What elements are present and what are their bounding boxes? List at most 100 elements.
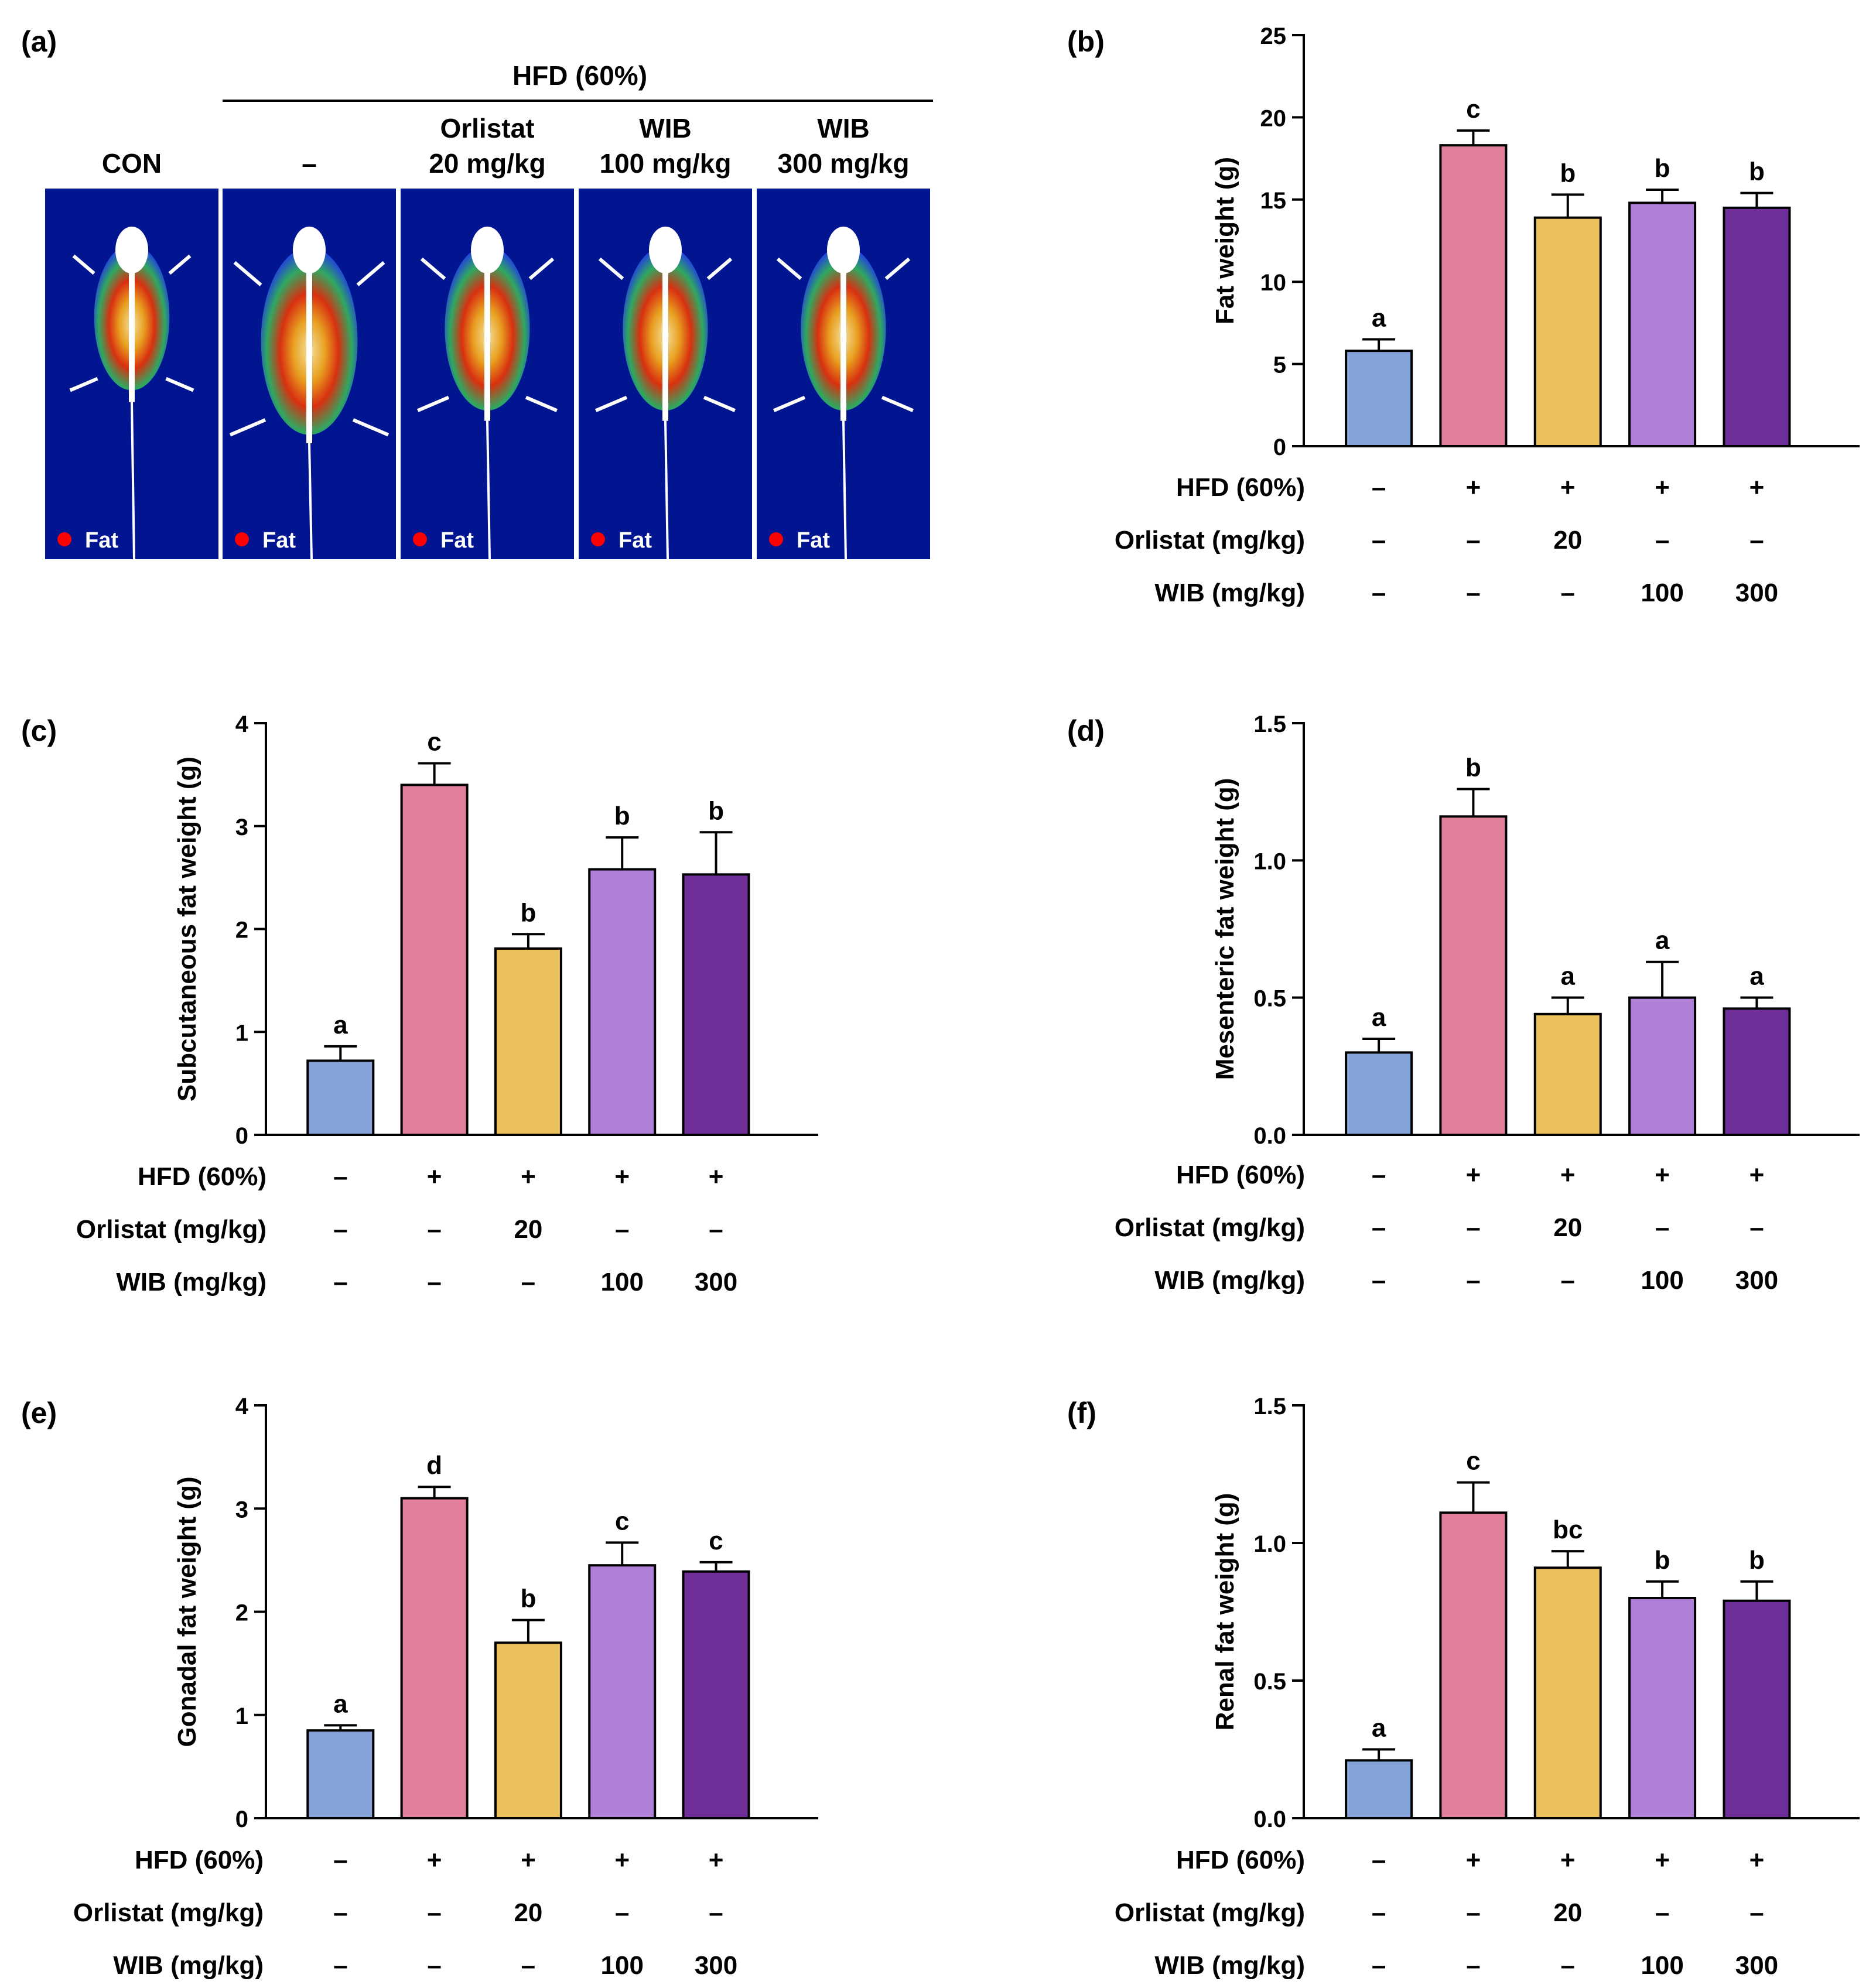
y-tick-label: 4 xyxy=(235,1394,249,1419)
y-tick-label: 10 xyxy=(1260,270,1287,296)
mouse-forelimb xyxy=(420,257,446,280)
significance-letter: c xyxy=(709,1527,723,1555)
mouse-hindlimb xyxy=(595,395,628,412)
treatment-cell: + xyxy=(1749,1161,1765,1189)
bar xyxy=(1439,1511,1508,1820)
bar xyxy=(1723,206,1791,447)
panel-letter: (e) xyxy=(21,1397,57,1429)
scan-label: Orlistat xyxy=(440,113,534,143)
treatment-row-label: Orlistat (mg/kg) xyxy=(1115,1213,1305,1242)
treatment-cell: – xyxy=(1655,526,1669,555)
treatment-cell: – xyxy=(615,1215,629,1244)
treatment-cell: – xyxy=(1466,1951,1480,1980)
treatment-cell: – xyxy=(1466,1213,1480,1242)
mouse-head xyxy=(293,227,326,273)
significance-letter: c xyxy=(615,1507,629,1535)
treatment-cell: – xyxy=(333,1846,347,1874)
y-tick-label: 1.0 xyxy=(1253,848,1286,874)
treatment-cell: + xyxy=(709,1162,724,1191)
mouse-hindlimb xyxy=(165,377,194,392)
y-tick-label: 0 xyxy=(235,1123,248,1149)
bar xyxy=(682,873,750,1137)
bar xyxy=(1533,216,1602,447)
treatment-cell: + xyxy=(427,1846,442,1874)
significance-letter: a xyxy=(333,1689,348,1718)
y-tick-label: 5 xyxy=(1273,353,1286,378)
panel-letter: (d) xyxy=(1067,714,1105,747)
treatment-cell: + xyxy=(1560,1161,1576,1189)
treatment-row-label: WIB (mg/kg) xyxy=(1154,1951,1305,1980)
y-tick-label: 0.5 xyxy=(1253,986,1286,1012)
treatment-cell: – xyxy=(521,1951,535,1980)
significance-letter: b xyxy=(1655,1546,1670,1575)
treatment-cell: – xyxy=(1561,579,1575,607)
significance-letter: d xyxy=(426,1451,442,1480)
mouse-hindlimb xyxy=(525,395,558,412)
treatment-row-label: WIB (mg/kg) xyxy=(1154,579,1305,607)
fat-legend-dot xyxy=(57,532,71,546)
mouse-hindlimb xyxy=(229,418,266,437)
y-tick-label: 2 xyxy=(235,1600,248,1626)
scan-column: WIB 300 mg/kg Fat xyxy=(757,113,930,560)
mouse-forelimb xyxy=(72,254,95,275)
bar xyxy=(1345,1759,1413,1820)
treatment-cell: + xyxy=(1466,1846,1481,1874)
bar xyxy=(400,783,469,1136)
treatment-cell: + xyxy=(614,1162,630,1191)
bar xyxy=(306,1729,375,1819)
mouse-hindlimb xyxy=(881,395,914,412)
treatment-cell: 300 xyxy=(1735,1951,1778,1980)
significance-letter: a xyxy=(1372,303,1386,332)
treatment-cell: + xyxy=(1560,1846,1576,1874)
treatment-cell: – xyxy=(1372,1266,1386,1295)
bar xyxy=(1345,350,1413,447)
treatment-row-label: HFD (60%) xyxy=(1176,473,1305,502)
y-tick-label: 3 xyxy=(235,815,248,840)
bar xyxy=(306,1059,375,1136)
treatment-row-label: Orlistat (mg/kg) xyxy=(76,1215,266,1244)
mouse-hindlimb xyxy=(703,395,736,412)
bar xyxy=(1345,1051,1413,1137)
treatment-cell: – xyxy=(1466,1266,1480,1295)
significance-letter: b xyxy=(1749,158,1765,186)
panel-c-chart: (c) 0 1 2 3 4 Subcutaneous fat weight (g) a c b b b… xyxy=(21,711,818,1296)
y-axis-label: Renal fat weight (g) xyxy=(1211,1493,1239,1731)
significance-letter: c xyxy=(1466,95,1480,124)
y-tick-label: 1 xyxy=(235,1703,248,1729)
significance-letter: b xyxy=(1465,753,1481,782)
panel-d-chart: (d) 0.0 0.5 1.0 1.5 Mesenteric fat weight (g)… xyxy=(1067,711,1860,1295)
treatment-row-label: HFD (60%) xyxy=(138,1162,266,1191)
treatment-cell: – xyxy=(1749,526,1764,555)
treatment-cell: – xyxy=(1466,1898,1480,1927)
significance-letter: a xyxy=(1749,962,1764,991)
mouse-tail xyxy=(664,420,669,560)
significance-letter: a xyxy=(1372,1003,1386,1032)
treatment-cell: 300 xyxy=(695,1951,737,1980)
fat-legend-label: Fat xyxy=(619,528,652,553)
y-tick-label: 15 xyxy=(1260,188,1287,214)
treatment-cell: – xyxy=(333,1268,347,1296)
treatment-cell: + xyxy=(1466,473,1481,502)
treatment-cell: 300 xyxy=(695,1268,737,1296)
panel-letter: (c) xyxy=(21,714,57,747)
bar xyxy=(400,1497,469,1819)
treatment-cell: + xyxy=(1466,1161,1481,1189)
significance-letter: a xyxy=(1561,962,1576,991)
mouse-forelimb xyxy=(168,254,192,275)
significance-letter: b xyxy=(708,796,724,825)
bar xyxy=(1628,996,1697,1136)
significance-letter: bc xyxy=(1553,1515,1583,1544)
scan-label: WIB xyxy=(817,113,869,143)
treatment-cell: – xyxy=(615,1898,629,1927)
treatment-row-label: Orlistat (mg/kg) xyxy=(73,1898,264,1927)
treatment-row-label: HFD (60%) xyxy=(1176,1161,1305,1189)
treatment-row-label: Orlistat (mg/kg) xyxy=(1115,1898,1305,1927)
mouse-forelimb xyxy=(356,261,385,286)
mouse-tail xyxy=(486,420,491,560)
fat-legend-label: Fat xyxy=(797,528,830,553)
significance-letter: b xyxy=(520,898,536,927)
panel-a-scans: (a) HFD (60%) CON Fat – Fat Orlistat 20 mg/kg… xyxy=(21,25,933,560)
treatment-cell: – xyxy=(709,1215,723,1244)
scan-label: – xyxy=(302,148,317,179)
panel-e-chart: (e) 0 1 2 3 4 Gonadal fat weight (g) a d b c c HFD (… xyxy=(21,1394,818,1980)
